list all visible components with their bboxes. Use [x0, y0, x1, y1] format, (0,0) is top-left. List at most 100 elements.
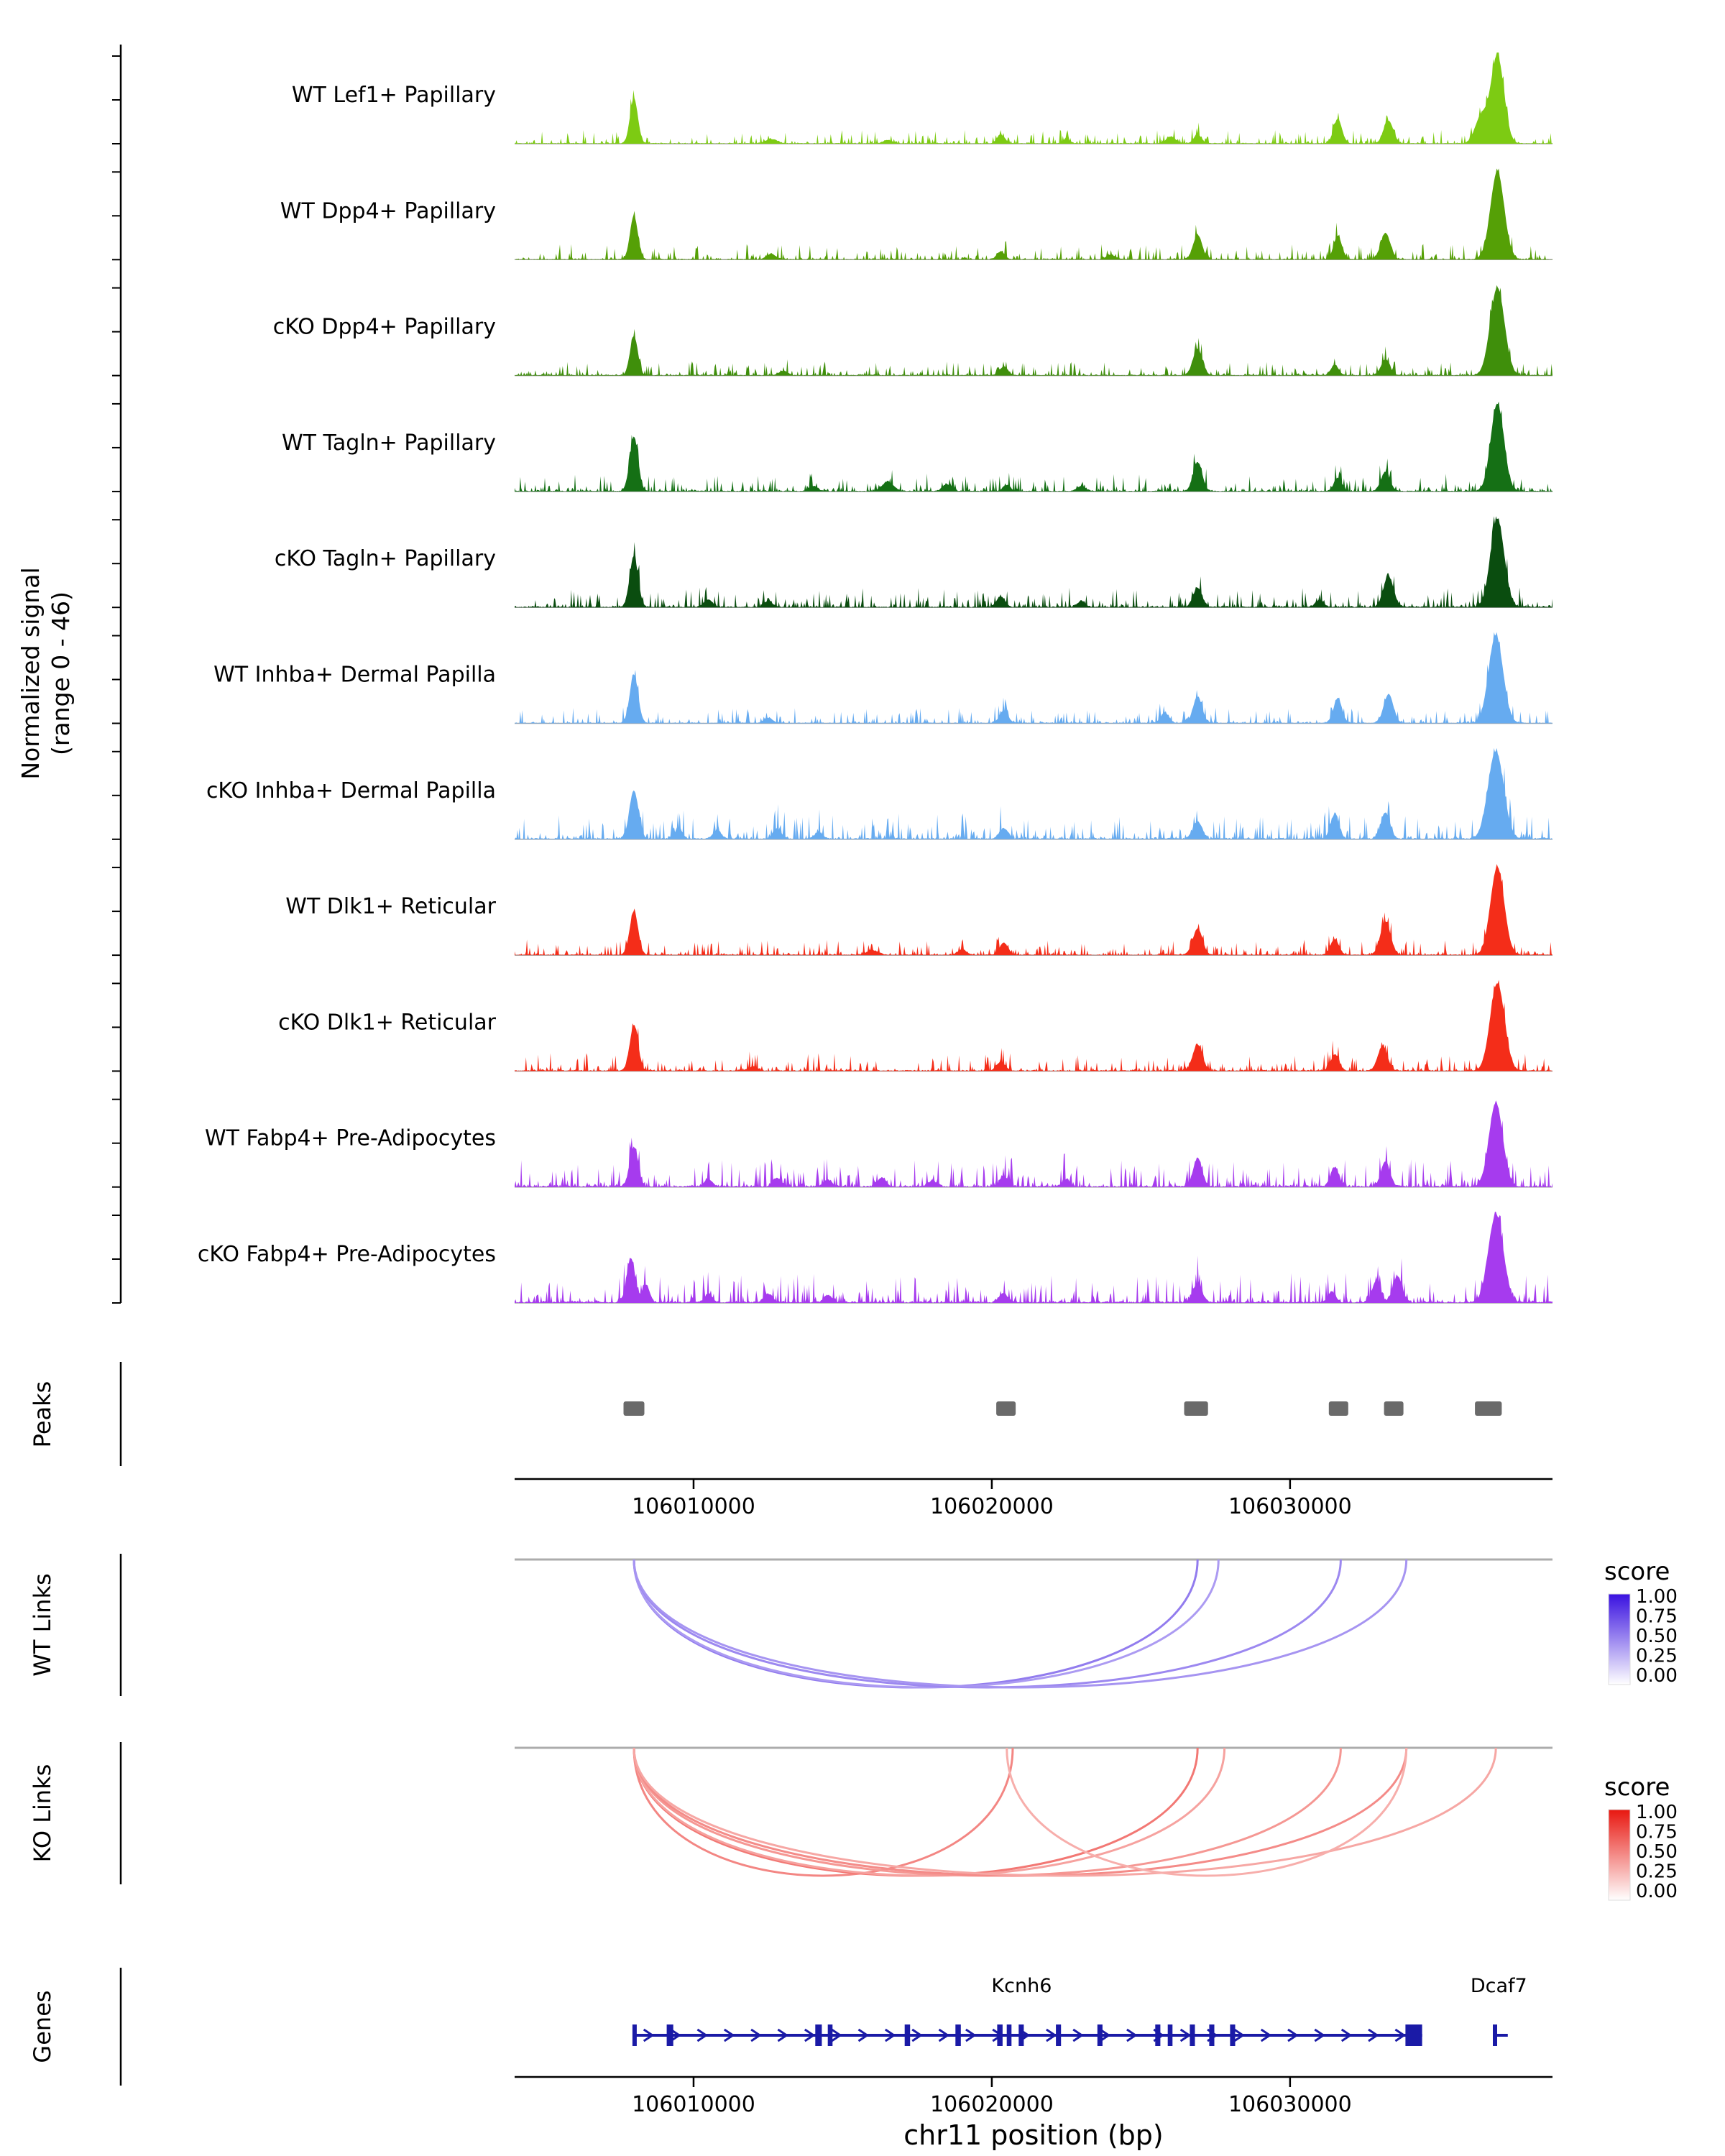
gene-strand-arrow	[1072, 2028, 1084, 2042]
gene-exon	[1018, 2024, 1024, 2046]
link-arc	[632, 1747, 1497, 1877]
gene-exon	[815, 2024, 822, 2046]
signal-track: cKO Inhba+ Dermal Papilla	[112, 747, 1552, 840]
signal-area	[515, 516, 1552, 608]
signal-track: cKO Tagln+ Papillary	[112, 516, 1552, 609]
genes-panel-label: Genes	[29, 1990, 56, 2063]
score-legend-tick-label: 0.75	[1636, 1822, 1678, 1843]
peak-box	[996, 1401, 1016, 1416]
gene-exon	[955, 2024, 961, 2046]
genome-axis-tick-label: 106030000	[1228, 1494, 1352, 1519]
score-legend-bar	[1608, 1809, 1631, 1901]
signal-tracks-panel: WT Lef1+ Papillary WT Dpp4+ Papillary cKO …	[112, 45, 1552, 1304]
track-label: WT Dpp4+ Papillary	[280, 198, 496, 224]
gene-exon	[1230, 2024, 1236, 2046]
wt-links-panel-label: WT Links	[29, 1573, 56, 1677]
gene-exon	[1493, 2024, 1497, 2046]
score-legend-tick-label: 0.00	[1636, 1665, 1678, 1687]
track-label: cKO Dpp4+ Papillary	[273, 315, 496, 340]
wt-score-legend-title: score	[1604, 1557, 1670, 1586]
score-legend-tick-label: 0.50	[1636, 1626, 1678, 1647]
track-label: WT Fabp4+ Pre-Adipocytes	[205, 1126, 496, 1151]
gene-exon	[827, 2024, 833, 2046]
genome-axis-tick-label: 106020000	[930, 1494, 1054, 1519]
gene-strand-arrow	[1099, 2028, 1111, 2042]
score-legend-tick-label: 1.00	[1636, 1802, 1678, 1823]
genome-axis-tick-label: 106020000	[930, 2092, 1054, 2117]
peaks-panel-label: Peaks	[29, 1381, 56, 1448]
signal-area	[515, 401, 1552, 492]
gene-strand-arrow	[1340, 2028, 1353, 2042]
gene-strand-arrow	[1314, 2028, 1326, 2042]
gene-strand-arrow	[1179, 2028, 1192, 2042]
gene-exon	[632, 2024, 637, 2046]
signal-track: cKO Fabp4+ Pre-Adipocytes	[112, 1212, 1552, 1304]
gene-exon	[1190, 2024, 1195, 2046]
gene-strand-arrow	[938, 2028, 950, 2042]
link-arc	[632, 1559, 1220, 1689]
ko-links-panel-group: 1.000.750.500.250.00	[119, 1742, 1678, 1902]
genome-axis-tick-label: 106010000	[632, 1494, 755, 1519]
gene-strand-arrow	[1046, 2028, 1057, 2042]
gene-strand-arrow	[723, 2028, 735, 2042]
genes-panel-group: Kcnh6 Dcaf7 106010000 106020000 106030000	[119, 1968, 1552, 2117]
track-label: cKO Dlk1+ Reticular	[278, 1010, 497, 1035]
gene-strand-arrow	[777, 2028, 789, 2042]
signal-axis-title-line2: (range 0 - 46)	[47, 591, 75, 755]
track-label: cKO Tagln+ Papillary	[275, 546, 496, 571]
peak-box	[1184, 1401, 1208, 1416]
peak-box	[1475, 1401, 1502, 1416]
signal-axis-title-line1: Normalized signal	[17, 567, 45, 779]
gene-strand-arrow	[884, 2028, 896, 2042]
gene-strand-arrow	[643, 2028, 655, 2042]
signal-area	[515, 980, 1552, 1072]
peaks-panel-group: 106010000 106020000 106030000	[119, 1362, 1552, 1519]
signal-area	[515, 864, 1552, 956]
link-arc	[1006, 1747, 1408, 1877]
gene-strand-arrow	[1233, 2028, 1246, 2042]
score-legend-bar	[1608, 1593, 1631, 1685]
genome-axis-tick-label: 106030000	[1228, 2092, 1352, 2117]
signal-track: cKO Dlk1+ Reticular	[112, 980, 1552, 1072]
signal-track: WT Lef1+ Papillary	[112, 52, 1552, 144]
signal-track: WT Dpp4+ Papillary	[112, 168, 1552, 261]
track-label: cKO Inhba+ Dermal Papilla	[206, 778, 496, 803]
gene-exon	[1056, 2024, 1062, 2046]
score-legend-tick-label: 0.25	[1636, 1646, 1678, 1667]
link-arc	[632, 1559, 1199, 1689]
genome-axis-tick-label: 106010000	[632, 2092, 755, 2117]
link-arc	[632, 1747, 1226, 1877]
gene-label: Dcaf7	[1471, 1975, 1527, 1997]
gene-exon	[1405, 2024, 1422, 2046]
signal-area	[515, 285, 1552, 376]
signal-area	[515, 747, 1552, 839]
signal-area	[515, 1100, 1552, 1187]
gene-strand-arrow	[857, 2028, 870, 2042]
link-arc	[632, 1747, 1014, 1877]
link-arc	[632, 1559, 1408, 1689]
ko-score-legend-title: score	[1604, 1773, 1670, 1802]
x-axis-label: chr11 position (bp)	[903, 2119, 1164, 2151]
track-label: WT Lef1+ Papillary	[292, 83, 496, 108]
gene-strand-arrow	[696, 2028, 709, 2042]
ko-links-panel-label: KO Links	[29, 1764, 56, 1863]
wt-links-panel-group: 1.000.750.500.250.00	[119, 1554, 1678, 1696]
signal-area	[515, 632, 1552, 724]
gene-strand-arrow	[1260, 2028, 1272, 2042]
signal-area	[515, 168, 1552, 260]
peak-box	[1384, 1401, 1404, 1416]
gene-strand-arrow	[750, 2028, 762, 2042]
track-label: WT Dlk1+ Reticular	[285, 894, 496, 919]
gene-strand-arrow	[911, 2028, 923, 2042]
peak-box	[623, 1401, 645, 1416]
signal-track: WT Dlk1+ Reticular	[112, 864, 1552, 957]
score-legend-tick-label: 0.00	[1636, 1881, 1678, 1902]
gene-strand-arrow	[831, 2028, 842, 2042]
score-legend-tick-label: 0.50	[1636, 1841, 1678, 1863]
gene-exon	[1155, 2024, 1161, 2046]
score-legend-tick-label: 0.75	[1636, 1606, 1678, 1628]
signal-track: WT Inhba+ Dermal Papilla	[112, 632, 1552, 724]
track-label: WT Inhba+ Dermal Papilla	[213, 663, 496, 688]
